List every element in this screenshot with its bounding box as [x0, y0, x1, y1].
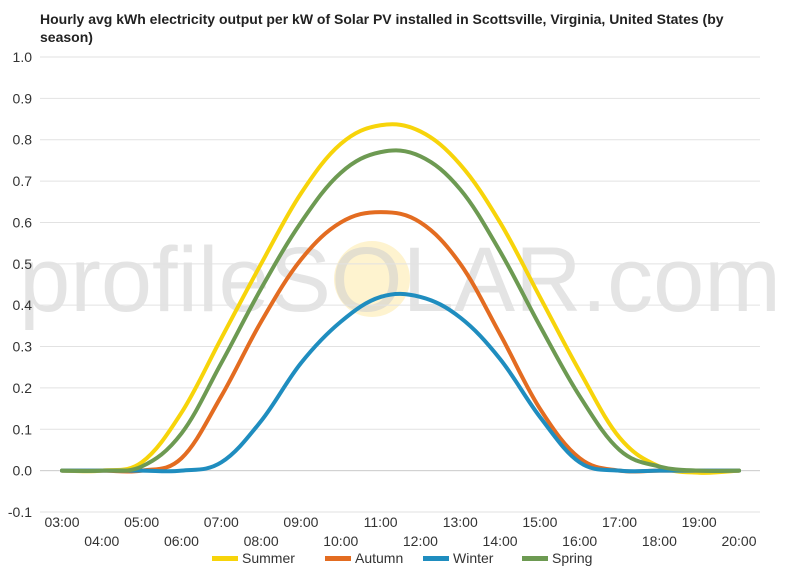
- y-tick-label: 0.9: [13, 90, 33, 106]
- y-tick-label: 0.6: [13, 214, 33, 230]
- series-line-winter: [60, 291, 741, 474]
- y-tick-label: 0.8: [13, 132, 33, 148]
- watermark-group: profileSOLAR.com: [19, 229, 781, 331]
- x-tick-label: 17:00: [602, 514, 637, 530]
- legend-label-winter: Winter: [453, 550, 494, 566]
- x-tick-label: 18:00: [642, 533, 677, 549]
- y-tick-label: 0.2: [13, 380, 33, 396]
- x-tick-label: 20:00: [721, 533, 756, 549]
- y-tick-label: 0.7: [13, 173, 33, 189]
- x-tick-label: 04:00: [84, 533, 119, 549]
- legend-label-summer: Summer: [242, 550, 295, 566]
- grid-lines: [40, 56, 760, 513]
- y-tick-label: 0.4: [13, 297, 33, 313]
- y-tick-label: 0.1: [13, 421, 33, 437]
- x-tick-label: 15:00: [522, 514, 557, 530]
- y-tick-label: -0.1: [8, 504, 32, 520]
- watermark-sun: [334, 241, 410, 317]
- y-tick-label: 0.3: [13, 339, 33, 355]
- x-tick-label: 16:00: [562, 533, 597, 549]
- y-tick-label: 0.5: [13, 256, 33, 272]
- x-tick-label: 13:00: [443, 514, 478, 530]
- y-axis-ticks: 1.0 0.9 0.8 0.7 0.6 0.5 0.4 0.3 0.2 0.1 0.0 -0.1: [8, 49, 32, 520]
- x-tick-label: 07:00: [204, 514, 239, 530]
- x-tick-label: 08:00: [244, 533, 279, 549]
- y-tick-label: 1.0: [13, 49, 33, 65]
- legend-label-spring: Spring: [552, 550, 592, 566]
- watermark-text: profileSOLAR.com: [19, 229, 781, 331]
- y-tick-label: 0.0: [13, 463, 33, 479]
- legend-swatch-spring: [522, 556, 548, 561]
- legend: Summer Autumn Winter Spring: [212, 550, 592, 566]
- chart-title: Hourly avg kWh electricity output per kW…: [40, 11, 724, 45]
- legend-label-autumn: Autumn: [355, 550, 403, 566]
- series-line-spring: [60, 148, 741, 473]
- x-tick-label: 11:00: [364, 514, 398, 530]
- legend-swatch-summer: [212, 556, 238, 561]
- series-lines: [60, 122, 741, 475]
- x-tick-label: 03:00: [44, 514, 79, 530]
- x-tick-label: 06:00: [164, 533, 199, 549]
- x-tick-label: 10:00: [323, 533, 358, 549]
- x-tick-label: 12:00: [403, 533, 438, 549]
- legend-swatch-autumn: [325, 556, 351, 561]
- x-tick-label: 14:00: [483, 533, 518, 549]
- x-tick-label: 19:00: [682, 514, 717, 530]
- x-tick-label: 05:00: [124, 514, 159, 530]
- legend-swatch-winter: [423, 556, 449, 561]
- series-line-summer: [60, 122, 741, 475]
- x-tick-label: 09:00: [283, 514, 318, 530]
